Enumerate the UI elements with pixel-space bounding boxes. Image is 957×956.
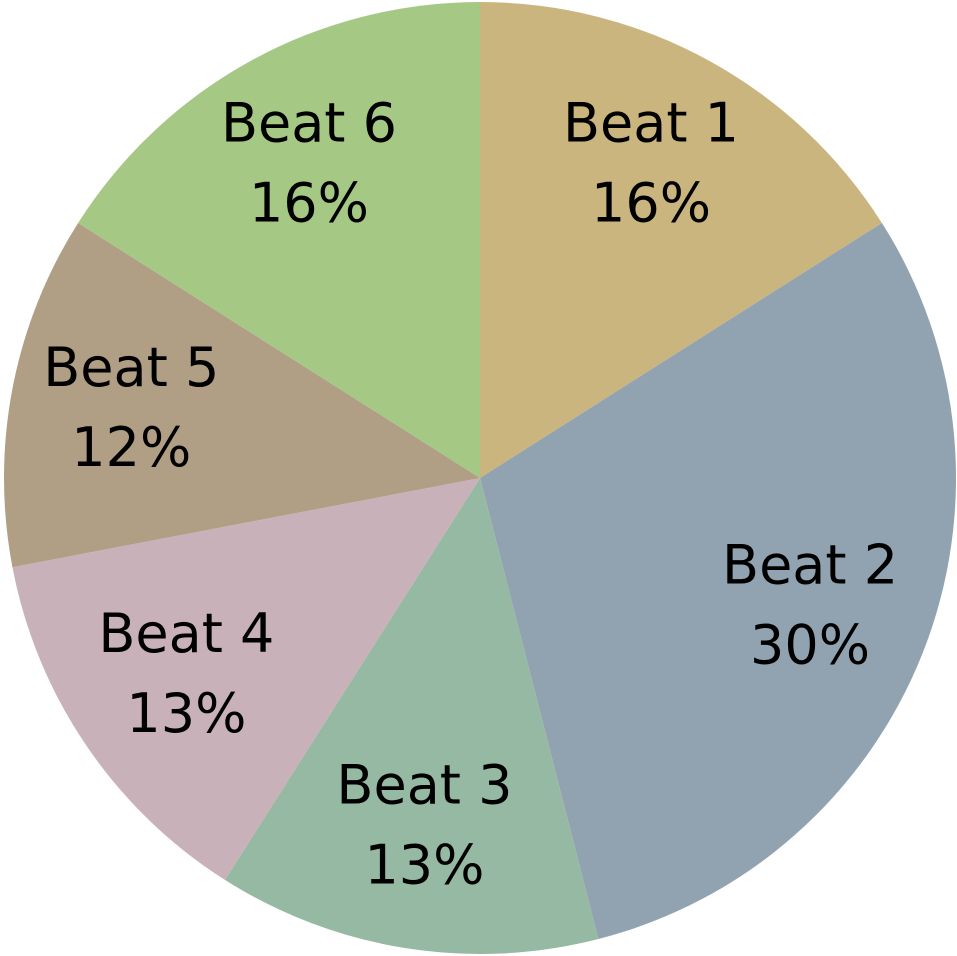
slice-label: Beat 4 bbox=[98, 602, 274, 665]
value-label: 12% bbox=[71, 416, 191, 479]
slice-label: Beat 6 bbox=[221, 92, 397, 155]
value-label: 16% bbox=[591, 172, 711, 235]
pie-slice bbox=[480, 2, 882, 478]
pie-slice bbox=[4, 222, 480, 568]
value-label: 30% bbox=[750, 613, 870, 676]
pie-slice bbox=[12, 478, 480, 880]
slice-label: Beat 3 bbox=[336, 753, 512, 816]
value-label: 13% bbox=[364, 833, 484, 896]
value-label: 13% bbox=[126, 682, 246, 745]
pie-slice bbox=[480, 222, 957, 940]
slice-label: Beat 2 bbox=[722, 533, 898, 596]
value-label: 16% bbox=[249, 172, 369, 235]
slice-label: Beat 5 bbox=[43, 336, 219, 399]
slice-label: Beat 1 bbox=[563, 92, 739, 155]
pie-slice bbox=[78, 1, 480, 478]
pie-slice bbox=[224, 478, 599, 955]
